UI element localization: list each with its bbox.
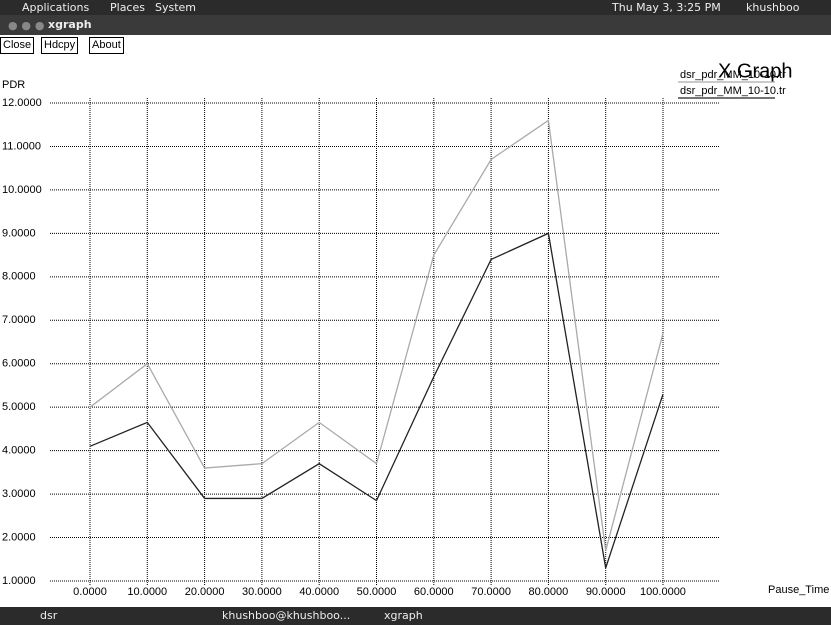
menu[interactable]: System [155, 1, 197, 14]
y-tick-label: 11.0000 [2, 140, 41, 152]
y-axis-label: PDR [2, 79, 25, 91]
series-line [89, 119, 664, 551]
x-tick-label: 90.0000 [586, 586, 626, 598]
menu[interactable]: Places [110, 1, 145, 14]
clock[interactable]: Thu May 3, 3:25 PM [612, 1, 721, 14]
x-tick-label: 100.0000 [640, 586, 686, 598]
top-panel: Applications Places System Thu May 3, 3:… [0, 0, 831, 15]
x-tick-label: 50.0000 [357, 586, 397, 598]
button[interactable]: Close [0, 37, 35, 54]
legend-label: dsr_pdr_MM_10-10.tr [680, 85, 786, 97]
x-tick-label: 60.0000 [414, 586, 454, 598]
x-tick-label: 0.0000 [73, 586, 107, 598]
task[interactable]: xgraph [384, 609, 423, 622]
chart-title: X Graph [718, 60, 792, 82]
series-line [89, 232, 664, 569]
window-controls[interactable]: ● ● ● [8, 19, 45, 32]
x-tick-label: 20.0000 [185, 586, 225, 598]
window-title: xgraph [48, 18, 92, 31]
legend-label: dsr_pdr_MM_10-10.tr [680, 69, 786, 81]
y-tick-label: 1.0000 [2, 575, 36, 587]
taskbar: dsr khushboo@khushboo... xgraph [0, 607, 831, 625]
x-tick-label: 30.0000 [242, 586, 282, 598]
y-tick-label: 2.0000 [2, 531, 36, 543]
y-tick-label: 10.0000 [2, 184, 42, 196]
y-tick-label: 6.0000 [2, 358, 36, 370]
task[interactable]: dsr [40, 609, 58, 622]
user[interactable]: khushboo [746, 1, 800, 14]
x-tick-label: 70.0000 [471, 586, 511, 598]
x-tick-label: 80.0000 [529, 586, 569, 598]
button[interactable]: Hdcpy [41, 37, 79, 54]
chart: X Graph PDR Pause_Time 1.0000 2.0000 3.000… [2, 60, 829, 598]
y-tick-label: 3.0000 [2, 488, 36, 500]
task[interactable]: khushboo@khushboo... [222, 609, 351, 622]
y-tick-label: 4.0000 [2, 445, 36, 457]
y-tick-label: 7.0000 [2, 314, 36, 326]
x-axis-label: Pause_Time [768, 584, 829, 596]
y-tick-label: 5.0000 [2, 401, 36, 413]
window-titlebar: ● ● ● xgraph [0, 15, 831, 35]
x-tick-label: 10.0000 [127, 586, 167, 598]
y-tick-label: 9.0000 [2, 227, 36, 239]
y-tick-label: 8.0000 [2, 271, 36, 283]
menu[interactable]: Applications [22, 1, 90, 14]
x-tick-label: 40.0000 [299, 586, 339, 598]
button[interactable]: About [89, 37, 124, 54]
y-tick-label: 12.0000 [2, 97, 42, 109]
